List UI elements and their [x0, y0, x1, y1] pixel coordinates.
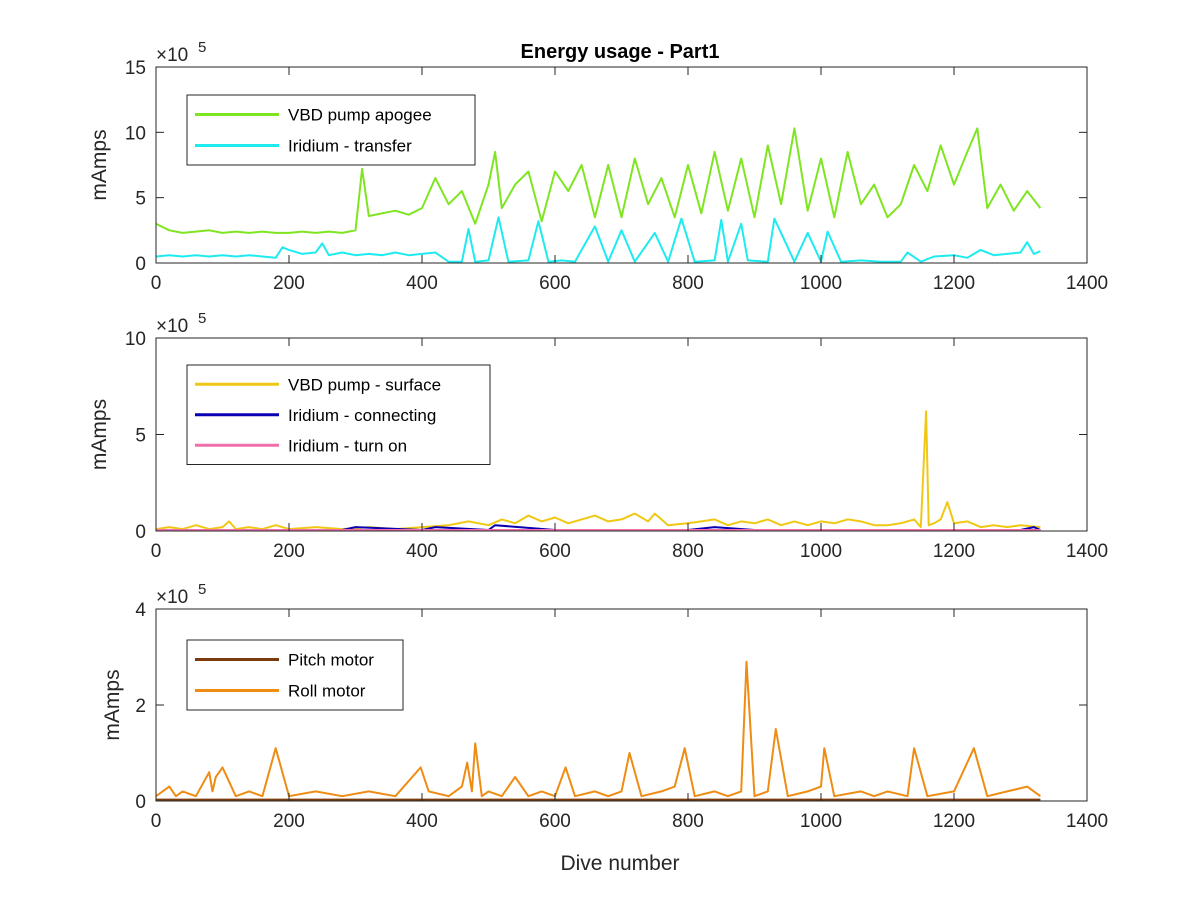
y-tick-label: 10 [125, 123, 146, 144]
y-axis-label: mAmps [101, 669, 124, 740]
axes-box [155, 66, 1088, 264]
x-axis-label: Dive number [560, 852, 679, 875]
legend-label: Roll motor [288, 682, 366, 701]
series-group [156, 660, 1041, 801]
x-tick-label: 800 [672, 273, 704, 294]
legend-box [186, 639, 404, 711]
x-tick-label: 1000 [800, 273, 842, 294]
x-tick-label: 600 [539, 273, 571, 294]
panel-1: 0 200 400 600 800 1000 1200 1400 0 5 10 15 ×10 5 mAmps… [88, 39, 1108, 294]
chart-title: Energy usage - Part1 [521, 41, 720, 63]
x-tick-label: 1000 [800, 541, 842, 562]
x-tick-label: 1200 [933, 273, 975, 294]
y-axis-label: mAmps [88, 399, 111, 470]
x-tick-label: 1200 [933, 811, 975, 832]
axis-exponent-label: ×10 [156, 587, 188, 608]
legend: VBD pump apogee Iridium - transfer [186, 94, 476, 166]
legend: Pitch motor Roll motor [186, 639, 404, 711]
axis-exponent-power: 5 [198, 39, 206, 56]
x-tick-label: 200 [273, 541, 305, 562]
legend-label: VBD pump - surface [288, 375, 441, 394]
x-tick-label: 600 [539, 541, 571, 562]
x-tick-label: 800 [672, 811, 704, 832]
x-tick-label: 1000 [800, 811, 842, 832]
series-line-1 [156, 410, 1041, 531]
y-tick-label: 0 [135, 254, 146, 275]
y-tick-label: 15 [125, 58, 146, 79]
y-tick-label: 0 [135, 792, 146, 813]
legend-label: Pitch motor [288, 651, 374, 670]
x-tick-label: 800 [672, 541, 704, 562]
x-tick-label: 0 [151, 541, 162, 562]
x-tick-label: 200 [273, 811, 305, 832]
axis-exponent-label: ×10 [156, 45, 188, 66]
legend-box [186, 94, 476, 166]
x-tick-label: 0 [151, 273, 162, 294]
y-tick-label: 5 [135, 189, 146, 210]
legend-label: VBD pump apogee [288, 106, 432, 125]
x-tick-label: 400 [406, 541, 438, 562]
panel-2: 0 200 400 600 800 1000 1200 1400 0 5 10 ×10 5 mAmps VB… [88, 310, 1108, 562]
series-group [156, 410, 1041, 531]
y-tick-label: 4 [135, 600, 146, 621]
x-tick-label: 200 [273, 273, 305, 294]
x-tick-label: 1200 [933, 541, 975, 562]
legend-label: Iridium - transfer [288, 137, 412, 156]
y-tick-label: 0 [135, 522, 146, 543]
legend-label: Iridium - turn on [288, 436, 407, 455]
x-tick-label: 400 [406, 811, 438, 832]
x-tick-label: 1400 [1066, 273, 1108, 294]
series-line-2 [156, 216, 1041, 263]
x-tick-label: 1400 [1066, 811, 1108, 832]
series-line-2 [156, 660, 1041, 798]
axis-exponent-power: 5 [198, 310, 206, 327]
axis-exponent-label: ×10 [156, 316, 188, 337]
series-group [156, 127, 1042, 263]
x-tick-label: 600 [539, 811, 571, 832]
y-axis-label: mAmps [88, 129, 111, 200]
legend: VBD pump - surface Iridium - connecting Ir… [186, 364, 491, 465]
series-line-1 [156, 127, 1042, 234]
y-tick-label: 2 [135, 696, 146, 717]
y-tick-label: 5 [135, 426, 146, 447]
x-tick-label: 400 [406, 273, 438, 294]
y-tick-label: 10 [125, 329, 146, 350]
axis-exponent-power: 5 [198, 581, 206, 598]
panel-3: 0 200 400 600 800 1000 1200 1400 0 2 4 ×10 5 mAmps Pit… [101, 581, 1108, 832]
x-tick-label: 0 [151, 811, 162, 832]
legend-label: Iridium - connecting [288, 406, 436, 425]
x-tick-label: 1400 [1066, 541, 1108, 562]
